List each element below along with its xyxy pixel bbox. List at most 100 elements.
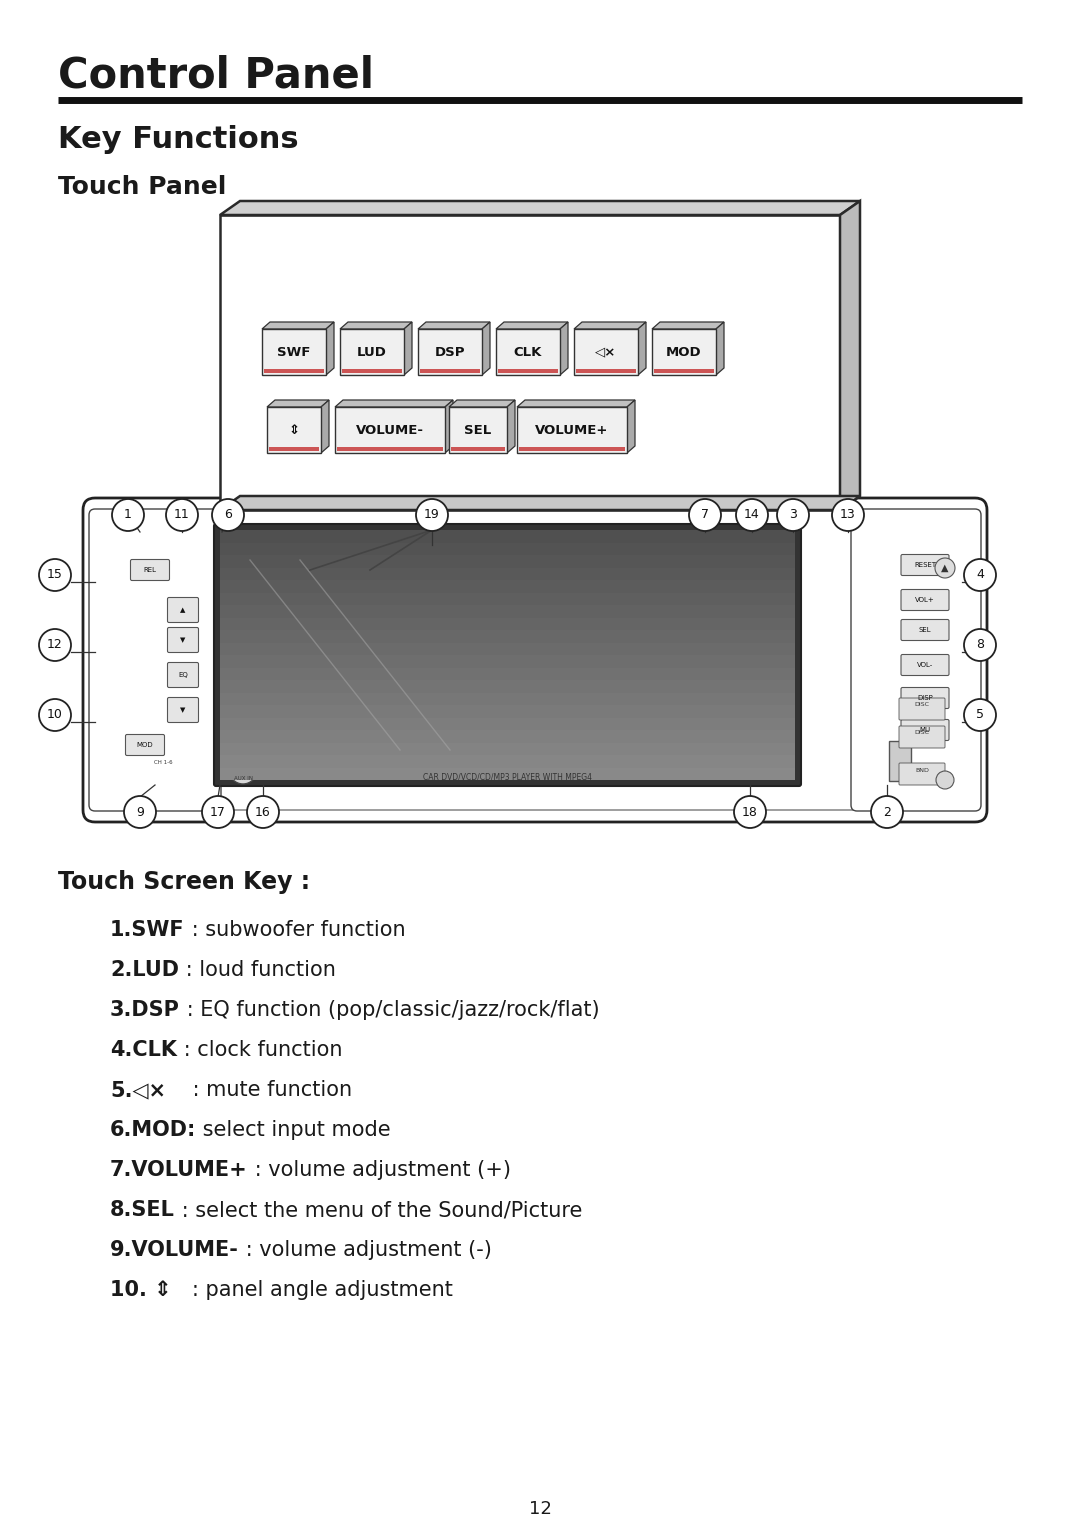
Text: SWF: SWF xyxy=(278,346,311,358)
Polygon shape xyxy=(638,323,646,375)
Polygon shape xyxy=(449,401,515,407)
Text: 16: 16 xyxy=(255,806,271,818)
Circle shape xyxy=(39,560,71,592)
Text: VOLUME+: VOLUME+ xyxy=(536,424,609,436)
Polygon shape xyxy=(840,200,860,511)
FancyBboxPatch shape xyxy=(420,368,480,373)
FancyBboxPatch shape xyxy=(167,662,199,688)
Text: : volume adjustment (-): : volume adjustment (-) xyxy=(239,1240,491,1260)
Polygon shape xyxy=(652,323,724,329)
Circle shape xyxy=(735,498,768,531)
FancyBboxPatch shape xyxy=(220,605,795,618)
Polygon shape xyxy=(573,323,646,329)
Text: 8: 8 xyxy=(976,639,984,651)
Circle shape xyxy=(870,797,903,829)
Circle shape xyxy=(689,498,721,531)
FancyBboxPatch shape xyxy=(576,368,636,373)
Text: Key Functions: Key Functions xyxy=(58,125,299,154)
Text: RESET: RESET xyxy=(914,563,936,567)
Text: 4.CLK: 4.CLK xyxy=(110,1040,177,1060)
Circle shape xyxy=(964,628,996,661)
FancyBboxPatch shape xyxy=(220,668,795,680)
Text: SEL: SEL xyxy=(464,424,491,436)
Text: 11: 11 xyxy=(174,509,190,521)
Circle shape xyxy=(124,797,156,829)
Text: ▼: ▼ xyxy=(180,638,186,644)
Text: 10: 10 xyxy=(48,708,63,722)
Circle shape xyxy=(229,755,257,784)
FancyBboxPatch shape xyxy=(889,742,912,781)
FancyBboxPatch shape xyxy=(220,593,795,605)
Text: 1: 1 xyxy=(124,509,132,521)
Text: 17: 17 xyxy=(211,806,226,818)
Text: 12: 12 xyxy=(528,1500,552,1518)
Text: EQ: EQ xyxy=(178,673,188,677)
Polygon shape xyxy=(262,323,334,329)
FancyBboxPatch shape xyxy=(220,654,795,668)
Text: DISP: DISP xyxy=(917,696,933,700)
Circle shape xyxy=(39,699,71,731)
FancyBboxPatch shape xyxy=(220,693,795,705)
Text: DISC: DISC xyxy=(915,702,930,708)
Polygon shape xyxy=(220,200,860,216)
Text: VOL+: VOL+ xyxy=(915,596,935,602)
Text: 3: 3 xyxy=(789,509,797,521)
Polygon shape xyxy=(326,323,334,375)
Text: MU: MU xyxy=(919,726,931,732)
Polygon shape xyxy=(716,323,724,375)
Polygon shape xyxy=(445,401,453,453)
Text: 8.SEL: 8.SEL xyxy=(110,1200,175,1220)
Text: 5: 5 xyxy=(976,708,984,722)
Text: 1.SWF: 1.SWF xyxy=(110,920,185,940)
Polygon shape xyxy=(404,323,411,375)
Text: VOL-: VOL- xyxy=(917,662,933,668)
FancyBboxPatch shape xyxy=(220,630,795,642)
FancyBboxPatch shape xyxy=(901,720,949,740)
Text: ▲: ▲ xyxy=(942,563,948,573)
FancyBboxPatch shape xyxy=(167,598,199,622)
Text: 2.LUD: 2.LUD xyxy=(110,960,179,980)
FancyBboxPatch shape xyxy=(220,642,795,654)
Circle shape xyxy=(832,498,864,531)
Text: REL: REL xyxy=(144,567,157,573)
FancyBboxPatch shape xyxy=(342,368,402,373)
Circle shape xyxy=(936,771,954,789)
Text: : EQ function (pop/classic/jazz/rock/flat): : EQ function (pop/classic/jazz/rock/fla… xyxy=(180,1000,599,1020)
Circle shape xyxy=(166,498,198,531)
Text: : volume adjustment (+): : volume adjustment (+) xyxy=(247,1161,511,1180)
Circle shape xyxy=(202,797,234,829)
FancyBboxPatch shape xyxy=(264,368,324,373)
Text: 6: 6 xyxy=(224,509,232,521)
Text: : clock function: : clock function xyxy=(177,1040,342,1060)
FancyBboxPatch shape xyxy=(901,688,949,708)
FancyBboxPatch shape xyxy=(652,329,716,375)
Polygon shape xyxy=(507,401,515,453)
FancyBboxPatch shape xyxy=(220,555,795,567)
Text: CLK: CLK xyxy=(514,346,542,358)
Text: DSP: DSP xyxy=(435,346,465,358)
Text: : loud function: : loud function xyxy=(179,960,336,980)
FancyBboxPatch shape xyxy=(125,734,164,755)
Circle shape xyxy=(235,722,251,739)
Polygon shape xyxy=(418,323,490,329)
FancyBboxPatch shape xyxy=(220,531,795,543)
Text: CAR DVD/VCD/CD/MP3 PLAYER WITH MPEG4: CAR DVD/VCD/CD/MP3 PLAYER WITH MPEG4 xyxy=(423,774,592,781)
FancyBboxPatch shape xyxy=(901,654,949,676)
Text: 7: 7 xyxy=(701,509,708,521)
FancyBboxPatch shape xyxy=(851,509,981,810)
Polygon shape xyxy=(517,401,635,407)
FancyBboxPatch shape xyxy=(167,697,199,723)
FancyBboxPatch shape xyxy=(83,498,987,823)
Text: : subwoofer function: : subwoofer function xyxy=(185,920,405,940)
FancyBboxPatch shape xyxy=(418,329,482,375)
Text: MOD: MOD xyxy=(666,346,702,358)
Text: SEL: SEL xyxy=(919,627,931,633)
FancyBboxPatch shape xyxy=(214,524,801,786)
Text: 9.VOLUME-: 9.VOLUME- xyxy=(110,1240,239,1260)
FancyBboxPatch shape xyxy=(899,763,945,784)
Text: ▼: ▼ xyxy=(180,706,186,713)
Text: 14: 14 xyxy=(744,509,760,521)
Text: 5.◁×: 5.◁× xyxy=(110,1079,166,1099)
Text: : panel angle adjustment: : panel angle adjustment xyxy=(172,1280,453,1300)
Text: ▲: ▲ xyxy=(180,607,186,613)
